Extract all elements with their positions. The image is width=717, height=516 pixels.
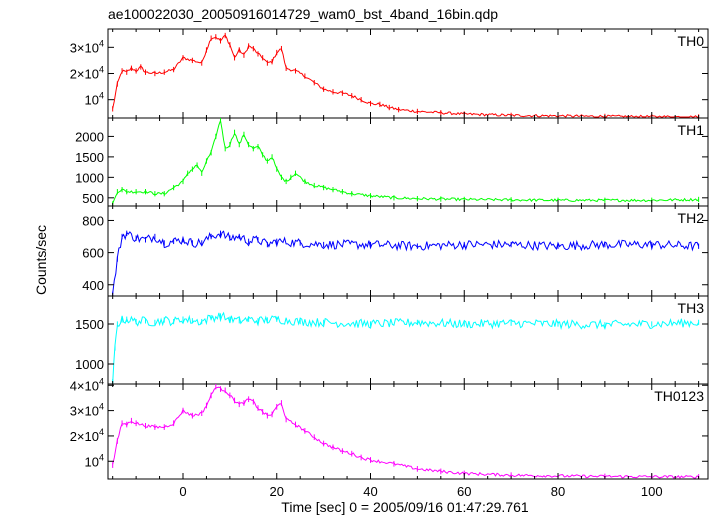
series-line — [112, 386, 699, 479]
panel-frame — [107, 205, 709, 297]
y-tick-label: 2×104 — [70, 427, 104, 444]
y-tick-label: 500 — [82, 191, 104, 206]
figure-title: ae100022030_20050916014729_wam0_bst_4ban… — [108, 6, 498, 22]
panel-frame — [107, 117, 709, 207]
series-line — [112, 118, 699, 204]
y-tick-label: 400 — [82, 278, 104, 293]
y-tick-label: 3×104 — [70, 402, 104, 419]
panel-stack: 3×1042×104104TH0200015001000500TH1800600… — [70, 28, 709, 499]
y-tick-label: 1500 — [75, 317, 104, 332]
y-tick-label: 2000 — [75, 129, 104, 144]
series-line — [112, 34, 699, 118]
x-tick-label: 40 — [363, 484, 377, 499]
y-axis-label: Counts/sec — [33, 225, 49, 295]
x-tick-label: 60 — [457, 484, 471, 499]
panel-label: TH2 — [678, 210, 705, 226]
y-tick-label: 1500 — [75, 150, 104, 165]
series-line — [112, 311, 700, 384]
y-tick-label: 3×104 — [70, 38, 104, 55]
panel-label: TH0123 — [654, 388, 704, 404]
panel-th1: 2000 1500 1000 500 TH1 — [75, 117, 709, 207]
x-tick-label: 20 — [270, 484, 284, 499]
y-tick-label: 2×104 — [70, 65, 104, 82]
y-tick-label: 104 — [85, 452, 104, 469]
panel-frame — [107, 383, 709, 480]
y-tick-label: 1000 — [75, 357, 104, 372]
y-tick-label: 600 — [82, 246, 104, 261]
panel-th2: 800 600 400 TH2 — [82, 205, 709, 297]
panel-frame — [107, 295, 709, 385]
series-line — [112, 230, 700, 294]
panel-th3: 1500 1000 TH3 — [75, 295, 709, 385]
x-axis-label: Time [sec] 0 = 2005/09/16 01:47:29.761 — [281, 499, 529, 515]
y-tick-label: 1000 — [75, 170, 104, 185]
panel-label: TH1 — [678, 122, 705, 138]
y-tick-label: 4×104 — [70, 376, 104, 393]
panel-th0: 3×104 2×104 104 TH0 — [70, 28, 709, 119]
panel-th0123: 4×104 3×104 2×104 104 TH0123 — [70, 376, 709, 480]
x-tick-label: 100 — [641, 484, 663, 499]
x-tick-label: 80 — [551, 484, 565, 499]
panel-frame — [107, 28, 709, 119]
x-tick-label: 0 — [179, 484, 186, 499]
panel-label: TH3 — [678, 300, 705, 316]
panel-label: TH0 — [678, 33, 705, 49]
y-tick-label: 800 — [82, 213, 104, 228]
y-tick-label: 104 — [85, 91, 104, 108]
